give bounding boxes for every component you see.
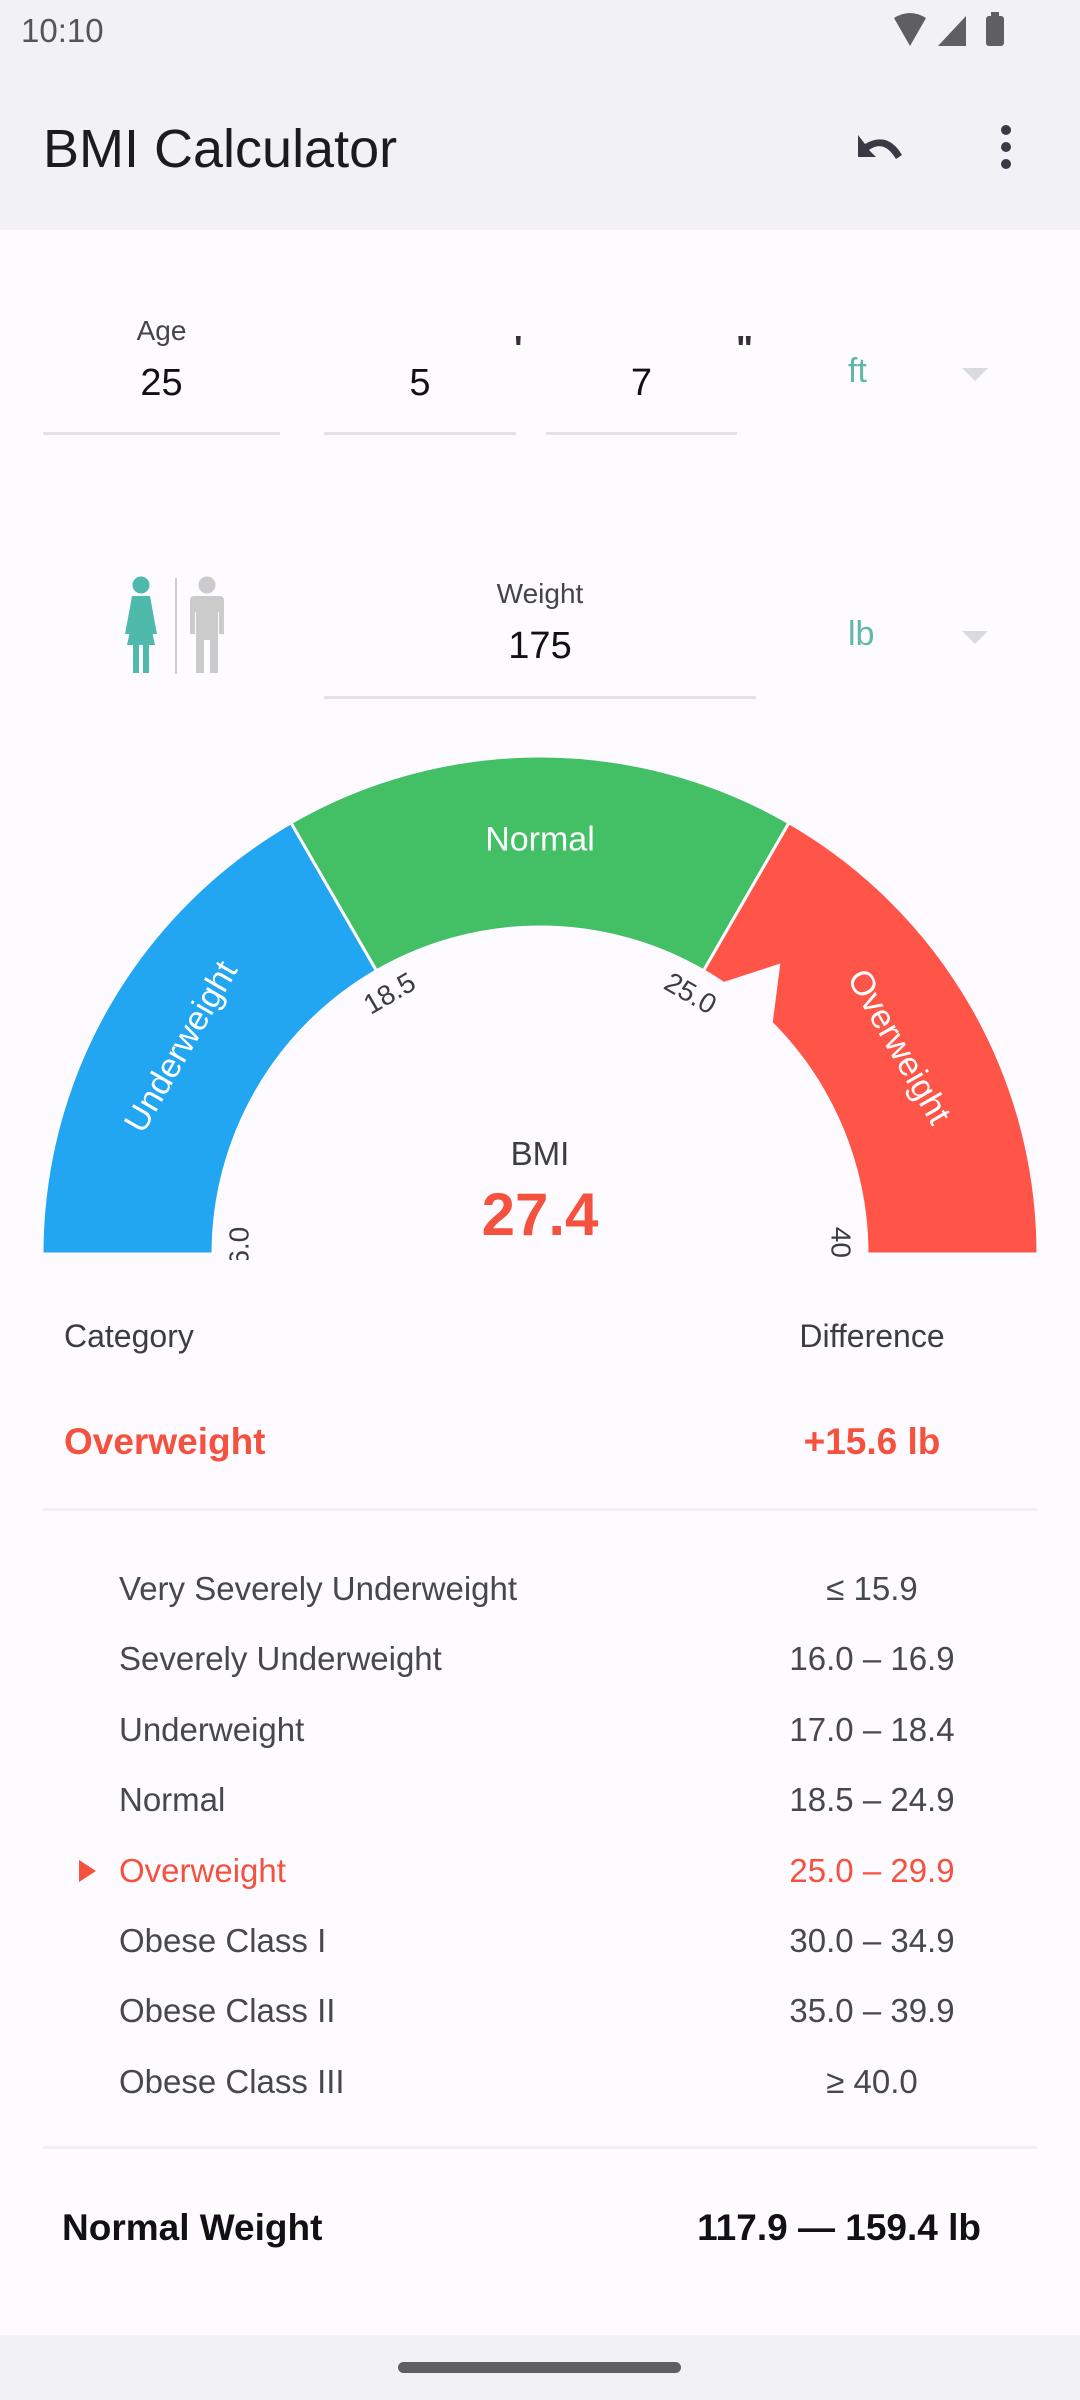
height-unit-value: ft — [848, 352, 867, 390]
gender-selector — [125, 576, 224, 674]
home-handle[interactable] — [398, 2362, 681, 2373]
table-row: Obese Class III ≥ 40.0 — [0, 2055, 1080, 2115]
status-icons — [894, 12, 1004, 46]
undo-icon — [858, 135, 902, 159]
gender-divider — [175, 578, 177, 674]
row-label: Severely Underweight — [119, 1640, 442, 1678]
category-header: Category — [64, 1318, 194, 1354]
gauge-pointer — [719, 963, 781, 1027]
status-time: 10:10 — [21, 12, 104, 49]
weight-unit-value: lb — [848, 615, 875, 653]
table-row: Severely Underweight 16.0 – 16.9 — [0, 1632, 1080, 1692]
gauge-center-label: BMI — [510, 1135, 570, 1172]
male-icon[interactable] — [190, 576, 224, 674]
row-range: 30.0 – 34.9 — [789, 1922, 955, 1959]
dropdown-arrow-icon — [962, 631, 988, 644]
bmi-value: 27.4 — [481, 1181, 599, 1248]
battery-icon — [986, 16, 1004, 46]
row-range: 17.0 – 18.4 — [789, 1710, 955, 1748]
row-label: Very Severely Underweight — [119, 1570, 518, 1607]
row-range: ≤ 15.9 — [826, 1570, 918, 1607]
current-indicator-icon — [79, 1859, 96, 1882]
female-icon[interactable] — [125, 576, 157, 674]
row-range: 18.5 – 24.9 — [789, 1781, 955, 1819]
table-row: Normal 18.5 – 24.9 — [0, 1773, 1080, 1833]
feet-marker: ' — [514, 328, 523, 369]
more-options-button[interactable] — [966, 107, 1046, 187]
weight-unit-dropdown[interactable]: lb — [830, 603, 1010, 669]
row-label: Obese Class I — [119, 1922, 327, 1959]
height-unit-dropdown[interactable]: ft — [830, 340, 1010, 406]
gauge-segment-label: Normal — [485, 820, 595, 858]
row-label: Underweight — [119, 1710, 305, 1748]
status-bar — [0, 0, 1080, 62]
row-range: ≥ 40.0 — [826, 2062, 918, 2100]
more-vert-icon — [1001, 125, 1011, 169]
page-title: BMI Calculator — [43, 119, 398, 179]
table-row: Underweight 17.0 – 18.4 — [0, 1703, 1080, 1763]
normal-weight-label: Normal Weight — [62, 2207, 323, 2248]
dropdown-arrow-icon — [962, 368, 988, 381]
row-range: 16.0 – 16.9 — [789, 1640, 955, 1678]
wifi-icon — [894, 13, 926, 46]
age-underline — [43, 432, 280, 435]
result-difference: +15.6 lb — [803, 1421, 941, 1462]
weight-underline — [324, 696, 756, 699]
divider — [43, 2146, 1037, 2149]
divider — [43, 1508, 1037, 1511]
difference-header: Difference — [799, 1318, 945, 1354]
app-bar — [0, 62, 1080, 230]
table-row: Very Severely Underweight ≤ 15.9 — [0, 1562, 1080, 1622]
height-inches-underline — [546, 432, 737, 435]
age-input[interactable]: 25 — [140, 362, 183, 404]
row-label: Obese Class II — [119, 1992, 336, 2030]
normal-weight-value: 117.9 — 159.4 lb — [697, 2207, 981, 2248]
table-row: Overweight 25.0 – 29.9 — [0, 1844, 1080, 1904]
undo-button[interactable] — [840, 107, 920, 187]
gauge-segment-overweight — [701, 820, 1040, 1256]
gauge-tick-label: 40.0 — [826, 1227, 857, 1260]
inches-marker: " — [736, 328, 754, 369]
table-row: Obese Class I 30.0 – 34.9 — [0, 1914, 1080, 1974]
weight-input[interactable]: 175 — [508, 625, 572, 667]
row-range: 35.0 – 39.9 — [789, 1992, 955, 2030]
row-range: 25.0 – 29.9 — [789, 1851, 955, 1889]
age-label: Age — [136, 315, 187, 346]
signal-icon — [938, 16, 966, 46]
weight-label: Weight — [496, 578, 584, 609]
row-label: Normal — [119, 1781, 226, 1819]
height-inches-input[interactable]: 7 — [630, 362, 653, 404]
row-label: Obese Class III — [119, 2062, 345, 2100]
height-feet-input[interactable]: 5 — [409, 362, 431, 404]
gauge-tick-label: 16.0 — [223, 1227, 254, 1260]
table-row: Obese Class II 35.0 – 39.9 — [0, 1984, 1080, 2044]
result-category: Overweight — [64, 1421, 266, 1462]
height-feet-underline — [324, 432, 516, 435]
gauge-segment-underweight — [40, 820, 379, 1256]
row-label: Overweight — [119, 1851, 286, 1889]
gauge-segment-normal — [288, 754, 792, 973]
